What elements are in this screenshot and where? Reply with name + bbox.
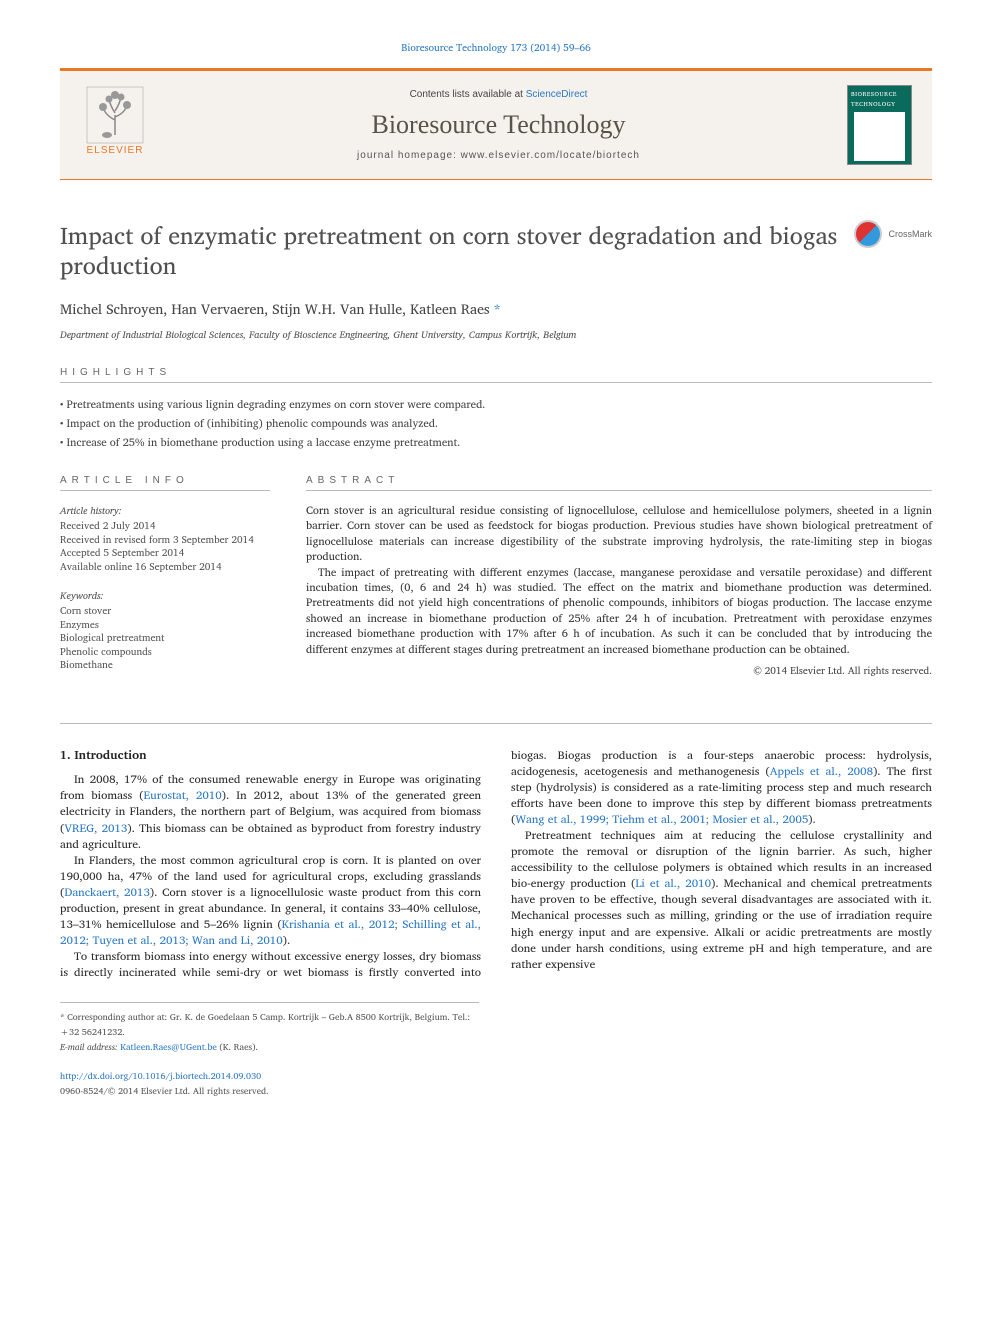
article-history: Article history: Received 2 July 2014 Re… [60, 503, 270, 574]
highlights-list: Pretreatments using various lignin degra… [60, 395, 932, 451]
corresponding-author-marker[interactable]: * [494, 298, 501, 321]
contents-available-line: Contents lists available at ScienceDirec… [150, 89, 847, 100]
bottom-metadata: http://dx.doi.org/10.1016/j.biortech.201… [60, 1068, 932, 1098]
crossmark-badge[interactable]: CrossMark [854, 220, 932, 248]
homepage-url[interactable]: www.elsevier.com/locate/biortech [461, 150, 640, 161]
issn-copyright: 0960-8524/© 2014 Elsevier Ltd. All right… [60, 1083, 932, 1098]
article-body: 1. Introduction In 2008, 17% of the cons… [60, 748, 932, 982]
journal-header: ELSEVIER Contents lists available at Sci… [60, 68, 932, 180]
sciencedirect-link[interactable]: ScienceDirect [526, 89, 588, 100]
citation-header: Bioresource Technology 173 (2014) 59–66 [60, 40, 932, 56]
section-heading-introduction: 1. Introduction [60, 748, 481, 765]
highlights-header: HIGHLIGHTS [60, 367, 932, 383]
elsevier-tree-icon [85, 85, 145, 145]
journal-homepage: journal homepage: www.elsevier.com/locat… [150, 150, 847, 161]
highlight-item: Increase of 25% in biomethane production… [60, 433, 932, 451]
corresponding-author-note: * Corresponding author at: Gr. K. de Goe… [60, 1009, 479, 1039]
crossmark-icon [854, 220, 882, 248]
highlight-item: Pretreatments using various lignin degra… [60, 395, 932, 413]
keywords: Keywords: Corn stover Enzymes Biological… [60, 588, 270, 673]
article-title: Impact of enzymatic pretreatment on corn… [60, 220, 854, 280]
highlight-item: Impact on the production of (inhibiting)… [60, 414, 932, 432]
citation-link[interactable]: Bioresource Technology 173 (2014) 59–66 [401, 40, 590, 56]
doi-link[interactable]: http://dx.doi.org/10.1016/j.biortech.201… [60, 1068, 261, 1083]
email-link[interactable]: Katleen.Raes@UGent.be [120, 1039, 217, 1054]
abstract-text: Corn stover is an agricultural residue c… [306, 503, 932, 657]
footnotes: * Corresponding author at: Gr. K. de Goe… [60, 1002, 479, 1054]
divider [60, 723, 932, 724]
publisher-name: ELSEVIER [87, 145, 144, 156]
journal-cover-thumbnail: BIORESOURCE TECHNOLOGY [847, 85, 912, 165]
abstract-copyright: © 2014 Elsevier Ltd. All rights reserved… [306, 663, 932, 679]
author-list: Michel Schroyen, Han Vervaeren, Stijn W.… [60, 298, 932, 321]
affiliation: Department of Industrial Biological Scie… [60, 327, 932, 343]
abstract-header: ABSTRACT [306, 475, 932, 491]
journal-name: Bioresource Technology [150, 110, 847, 140]
article-info-header: ARTICLE INFO [60, 475, 270, 491]
publisher-logo: ELSEVIER [80, 85, 150, 165]
